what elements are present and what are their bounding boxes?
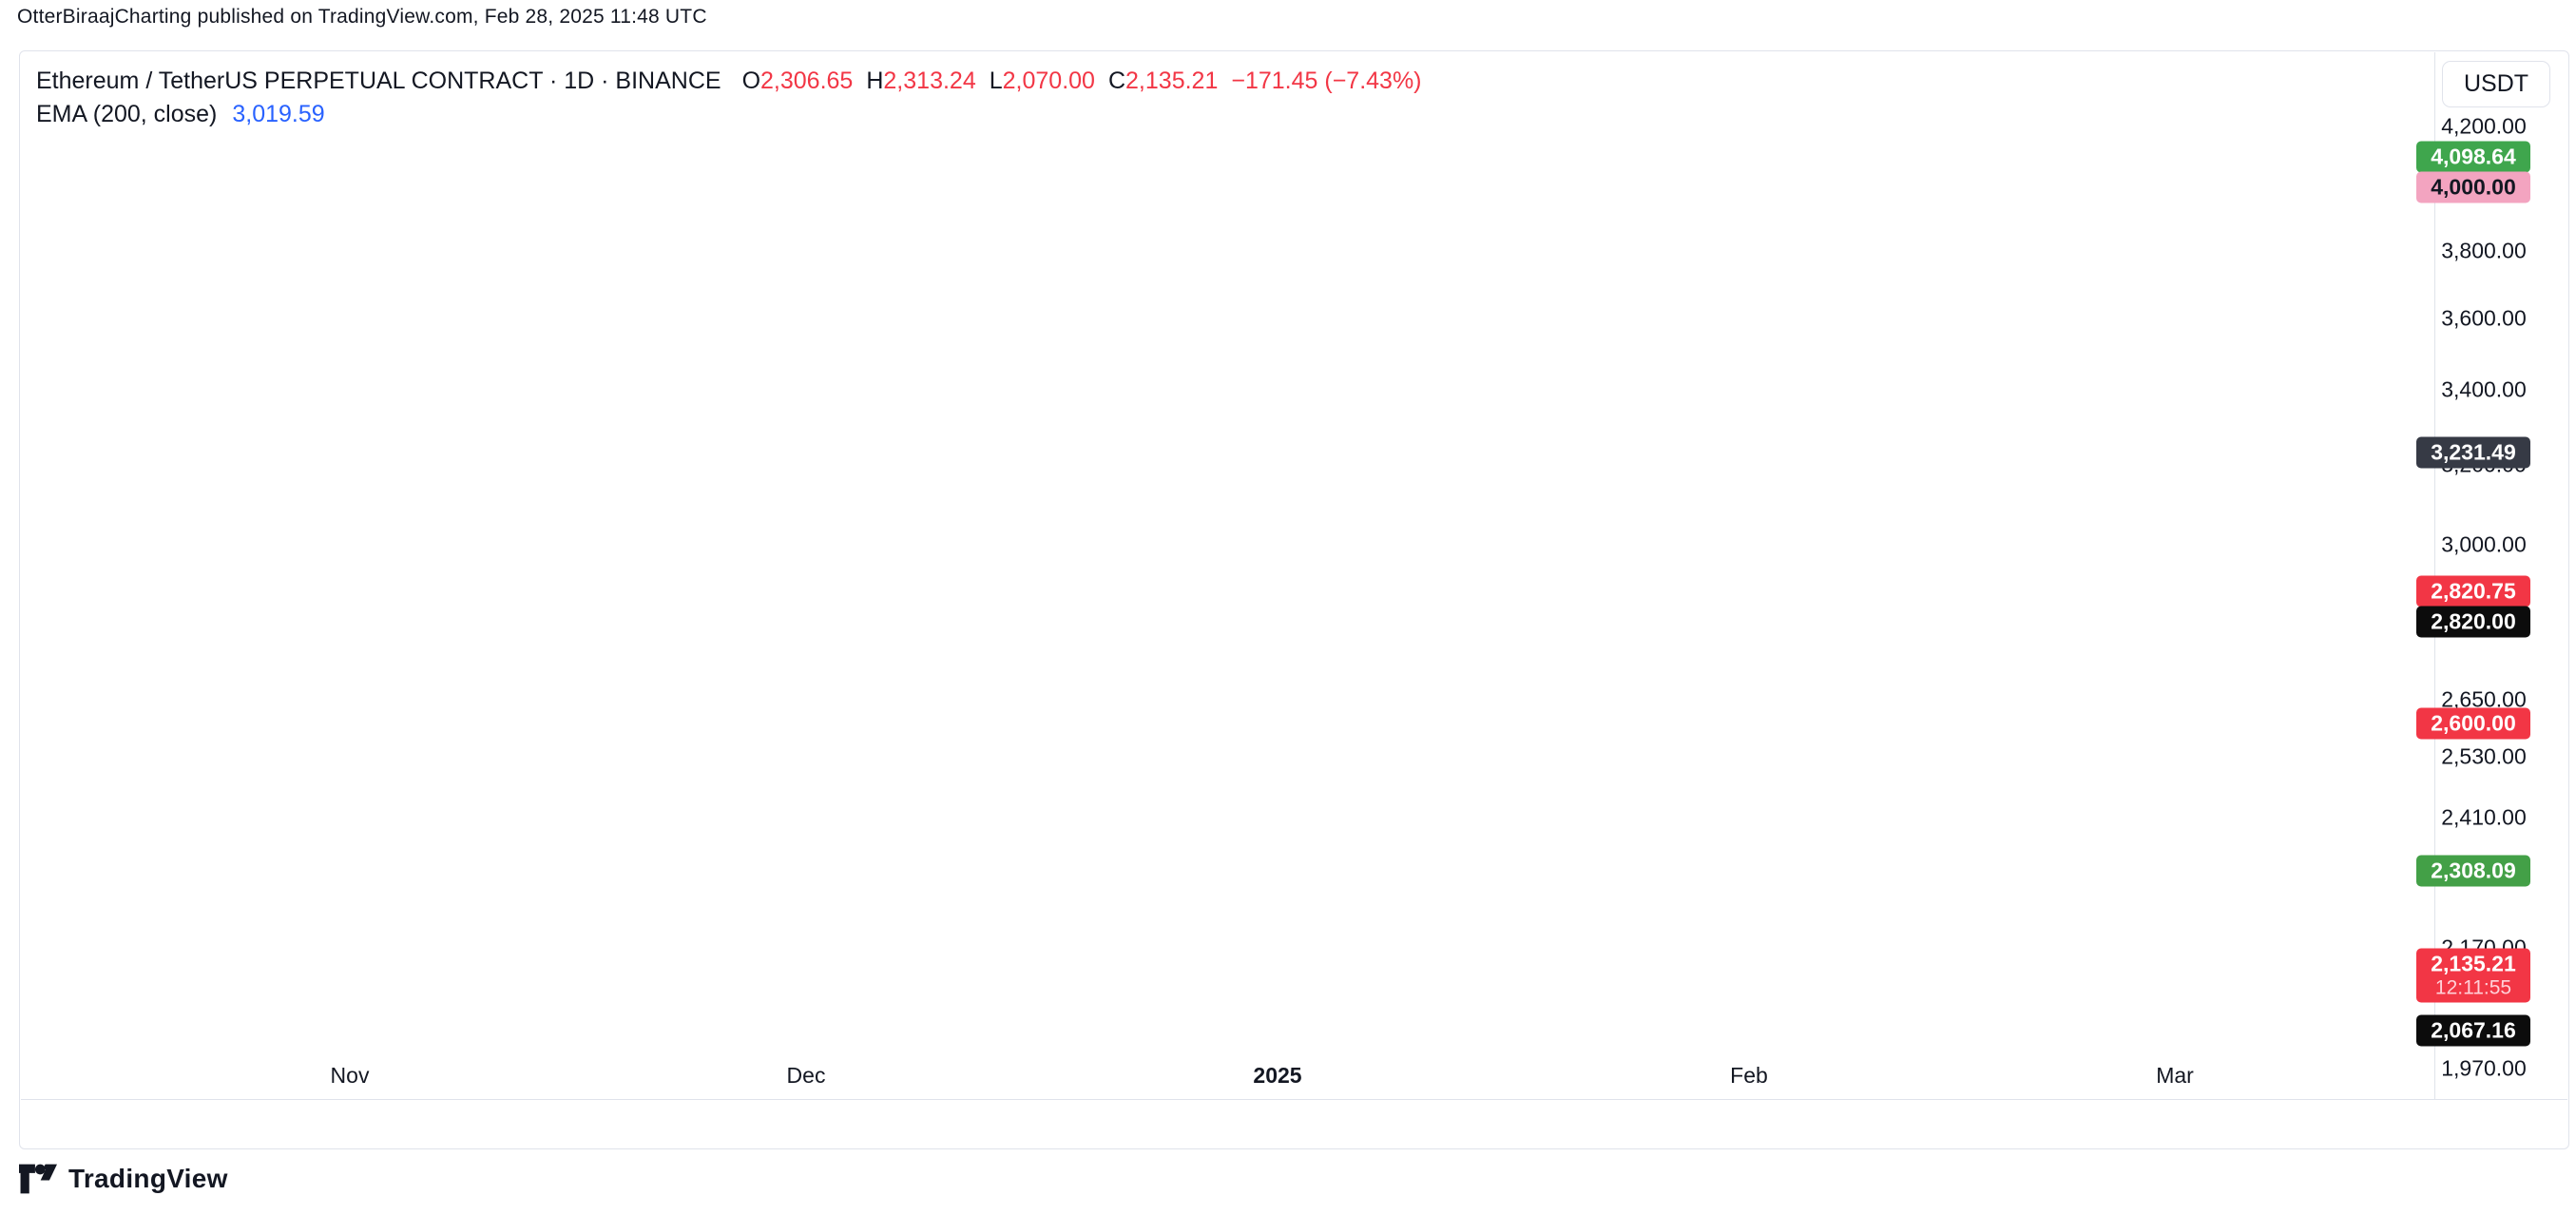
chart-card: USDT (19, 50, 2569, 1149)
tradingview-logo-icon (19, 1164, 57, 1194)
indicator-row: EMA (200, close) 3,019.59 (36, 100, 1422, 128)
price-tick: 3,600.00 (2441, 305, 2527, 331)
time-scale-separator (21, 1099, 2567, 1100)
low-value: 2,070.00 (1002, 68, 1095, 94)
time-label: Dec (786, 1063, 826, 1088)
countdown-timer: 12:11:55 (2434, 976, 2512, 999)
time-label: Feb (1730, 1063, 1768, 1088)
low-label: L (989, 68, 1003, 94)
symbol-title[interactable]: Ethereum / TetherUS PERPETUAL CONTRACT ·… (36, 68, 721, 94)
price-badge: 2,820.00 (2416, 606, 2530, 638)
change-value: −171.45 (−7.43%) (1231, 68, 1422, 94)
currency-toggle-button[interactable]: USDT (2442, 61, 2550, 107)
high-label: H (866, 68, 884, 94)
open-label: O (741, 68, 761, 94)
price-tick: 2,650.00 (2441, 686, 2527, 712)
time-label: 2025 (1253, 1063, 1302, 1088)
high-value: 2,313.24 (883, 68, 976, 94)
time-label: Nov (330, 1063, 370, 1088)
close-value: 2,135.21 (1125, 68, 1219, 94)
ema-value: 3,019.59 (232, 101, 325, 127)
price-tick: 2,410.00 (2441, 804, 2527, 830)
price-tick: 3,400.00 (2441, 376, 2527, 402)
time-label: Mar (2156, 1063, 2194, 1088)
tradingview-logo-text: TradingView (68, 1164, 228, 1193)
price-tick: 1,970.00 (2441, 1055, 2527, 1081)
ema-label[interactable]: EMA (200, close) (36, 101, 218, 127)
chart-legend: Ethereum / TetherUS PERPETUAL CONTRACT ·… (36, 67, 1422, 128)
open-value: 2,306.65 (760, 68, 854, 94)
close-label: C (1107, 68, 1126, 94)
price-badge: 2,820.75 (2416, 575, 2530, 608)
price-tick: 4,200.00 (2441, 113, 2527, 139)
symbol-ohlc-row: Ethereum / TetherUS PERPETUAL CONTRACT ·… (36, 67, 1422, 95)
price-badge: 4,000.00 (2416, 171, 2530, 203)
price-badge: 2,308.09 (2416, 855, 2530, 887)
price-badge: 4,098.64 (2416, 141, 2530, 173)
price-badge: 2,067.16 (2416, 1014, 2530, 1047)
price-badge: 3,231.49 (2416, 436, 2530, 469)
price-badge: 2,600.00 (2416, 707, 2530, 740)
price-tick: 3,000.00 (2441, 531, 2527, 557)
price-tick: 3,800.00 (2441, 238, 2527, 263)
tradingview-logo[interactable]: TradingView (19, 1164, 228, 1194)
price-badge: 2,135.21 12:11:55 (2416, 948, 2530, 1003)
price-tick: 2,530.00 (2441, 743, 2527, 769)
